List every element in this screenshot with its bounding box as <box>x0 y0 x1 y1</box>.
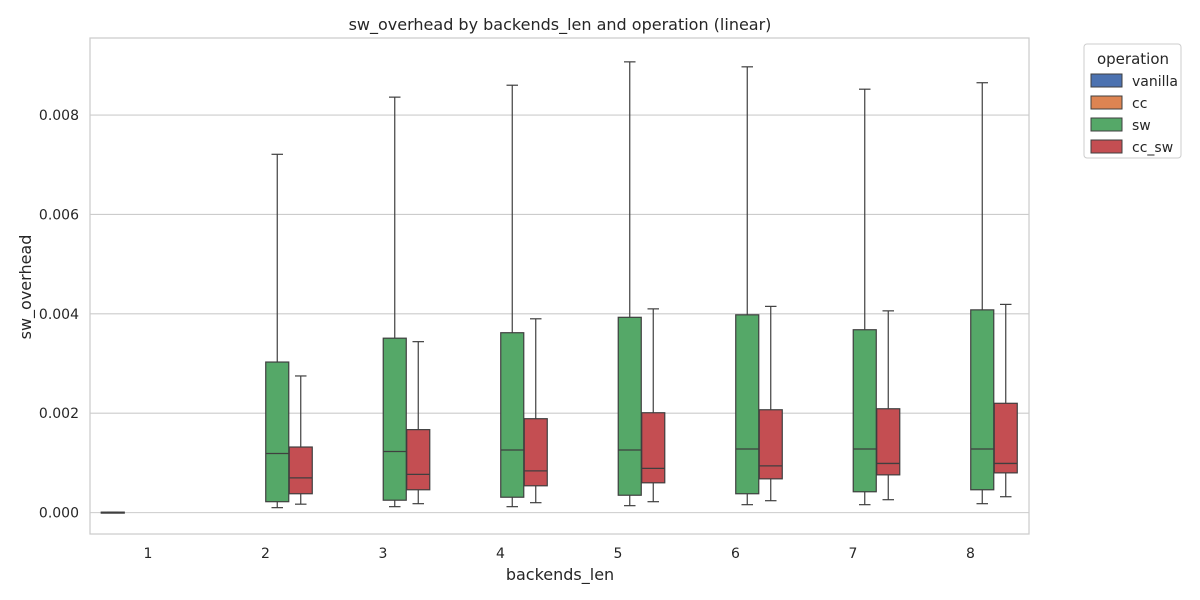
box-sw-8 <box>970 82 995 505</box>
box-body <box>265 361 290 503</box>
box-cc_sw-4 <box>523 318 548 504</box>
x-tick-label: 7 <box>849 546 858 562</box>
plot-area: 0.000 0.002 0.004 0.006 0.008 1 2 3 4 5 6 7 8 <box>39 37 1030 562</box>
legend-item-vanilla: vanilla <box>1090 73 1178 90</box>
x-tick-label: 2 <box>261 546 270 562</box>
y-tick-label: 0.004 <box>39 307 79 323</box>
y-tick-label: 0.000 <box>39 506 79 522</box>
legend-swatch <box>1090 117 1123 132</box>
x-tick-label: 3 <box>379 546 388 562</box>
x-tick-label: 5 <box>614 546 623 562</box>
x-axis-title: backends_len <box>506 565 614 585</box>
box-vanilla-1 <box>100 511 125 514</box>
box-cc_sw-5 <box>641 308 666 503</box>
box-sw-6 <box>735 66 760 506</box>
box-body <box>735 314 760 495</box>
box-sw-2 <box>265 153 290 509</box>
legend-items: vanilla cc sw cc_sw <box>1090 73 1178 156</box>
box-body <box>852 329 877 493</box>
box-body <box>993 402 1018 474</box>
box-cc_sw-7 <box>876 310 901 501</box>
box-cc_sw-8 <box>993 303 1018 498</box>
box-body <box>758 409 783 480</box>
legend-item-cc: cc <box>1090 95 1147 112</box>
x-tick-label: 4 <box>496 546 505 562</box>
box-body <box>382 337 407 501</box>
legend-title: operation <box>1097 50 1169 68</box>
y-tick-label: 0.006 <box>39 207 79 223</box>
box-body <box>876 408 901 476</box>
box-body <box>641 412 666 484</box>
legend-label: cc <box>1132 96 1147 112</box>
box-body <box>970 309 995 491</box>
legend: operation vanilla cc sw cc_sw <box>1083 43 1182 159</box>
box-sw-3 <box>382 96 407 508</box>
box-body <box>288 446 313 495</box>
legend-swatch <box>1090 139 1123 154</box>
x-tick-label: 1 <box>144 546 153 562</box>
legend-swatch <box>1090 73 1123 88</box>
y-axis-title: sw_overhead <box>16 235 36 340</box>
legend-label: sw <box>1132 118 1151 134</box>
box-body <box>523 418 548 487</box>
x-tick-label: 6 <box>731 546 740 562</box>
box-cc_sw-6 <box>758 305 783 502</box>
box-cc_sw-3 <box>406 341 431 505</box>
y-tick-label: 0.008 <box>39 108 79 124</box>
legend-item-sw: sw <box>1090 117 1151 134</box>
box-sw-5 <box>617 61 642 507</box>
chart-title: sw_overhead by backends_len and operatio… <box>349 15 772 35</box>
box-body <box>406 429 431 491</box>
box-sw-4 <box>500 84 525 508</box>
box-cc_sw-2 <box>288 375 313 505</box>
box-body <box>500 332 525 498</box>
box-body <box>617 316 642 496</box>
y-tick-label: 0.002 <box>39 406 79 422</box>
legend-swatch <box>1090 95 1123 110</box>
x-tick-label: 8 <box>966 546 975 562</box>
legend-item-cc_sw: cc_sw <box>1090 139 1173 156</box>
legend-label: cc_sw <box>1132 140 1173 156</box>
legend-label: vanilla <box>1132 74 1178 90</box>
